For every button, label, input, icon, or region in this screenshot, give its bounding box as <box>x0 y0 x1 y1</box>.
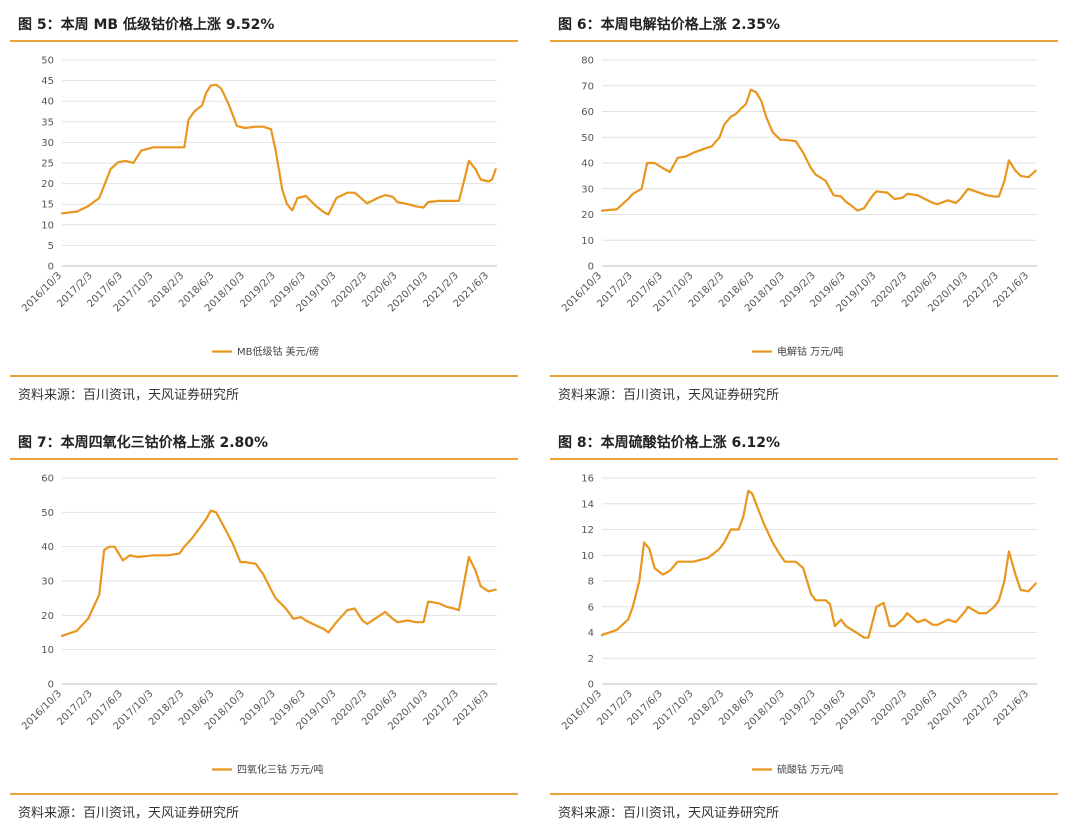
y-tick-label: 0 <box>48 262 54 273</box>
y-tick-label: 50 <box>41 508 54 519</box>
y-tick-label: 2 <box>588 654 594 665</box>
y-tick-label: 4 <box>588 628 594 639</box>
legend-label: 四氧化三钴 万元/吨 <box>237 763 324 776</box>
legend-label: 电解钴 万元/吨 <box>777 345 844 358</box>
series-line <box>60 83 497 216</box>
title-rule <box>550 458 1058 460</box>
line-chart-cobalt-tetroxide: 01020304050602016/10/32017/2/32017/6/320… <box>20 474 497 776</box>
title-rule <box>550 40 1058 42</box>
source-rule <box>550 375 1058 377</box>
x-tick-label: 2016/10/3 <box>20 270 64 314</box>
y-tick-label: 40 <box>41 542 54 553</box>
y-tick-label: 30 <box>41 138 54 149</box>
y-tick-label: 16 <box>581 474 594 485</box>
y-tick-label: 40 <box>41 97 54 108</box>
source-note: 资料来源：百川资讯，天风证券研究所 <box>18 388 240 403</box>
chart-title: 图 8：本周硫酸钴价格上涨 6.12% <box>558 435 781 451</box>
y-tick-label: 0 <box>48 680 54 691</box>
y-tick-label: 10 <box>41 220 54 231</box>
x-tick-label: 2016/10/3 <box>560 270 604 314</box>
chart-panel-fig6: 图 6：本周电解钴价格上涨 2.35% 0 10 20 30 40 50 60 70 80 201… <box>540 0 1060 415</box>
y-tick-label: 60 <box>41 474 54 485</box>
y-tick-label: 0 <box>588 262 594 273</box>
source-note: 资料来源：百川资讯，天风证券研究所 <box>18 806 240 821</box>
y-tick-label: 20 <box>581 210 594 221</box>
y-tick-label: 14 <box>581 499 594 510</box>
y-tick-label: 20 <box>41 179 54 190</box>
y-tick-label: 35 <box>41 117 54 128</box>
y-tick-label: 60 <box>581 107 594 118</box>
title-rule <box>10 458 518 460</box>
source-note: 资料来源：百川资讯，天风证券研究所 <box>558 806 780 821</box>
series-line <box>600 88 1037 212</box>
source-rule <box>10 793 518 795</box>
chart-title: 图 6：本周电解钴价格上涨 2.35% <box>558 17 781 33</box>
y-tick-label: 12 <box>581 525 594 536</box>
line-chart-mb-cobalt: 051015202530354045502016/10/32017/2/3201… <box>20 56 497 358</box>
line-chart-electrolytic-cobalt: 010203040506070802016/10/32017/2/32017/6… <box>560 56 1037 358</box>
y-tick-label: 10 <box>581 236 594 247</box>
y-tick-label: 6 <box>588 602 594 613</box>
y-tick-label: 80 <box>581 56 594 67</box>
y-tick-label: 0 <box>588 680 594 691</box>
source-rule <box>550 793 1058 795</box>
y-tick-label: 50 <box>581 133 594 144</box>
chart-panel-fig7: 图 7：本周四氧化三钴价格上涨 2.80% 0 10 20 30 40 50 60 2016/… <box>0 418 520 833</box>
y-tick-label: 45 <box>41 76 54 87</box>
chart-title: 图 7：本周四氧化三钴价格上涨 2.80% <box>18 435 269 451</box>
chart-title: 图 5：本周 MB 低级钴价格上涨 9.52% <box>18 17 275 33</box>
y-tick-label: 5 <box>48 241 54 252</box>
source-rule <box>10 375 518 377</box>
chart-panel-fig5: 图 5：本周 MB 低级钴价格上涨 9.52% 0 5 10 15 20 25 30 35 40… <box>0 0 520 415</box>
legend-label: 硫酸钴 万元/吨 <box>777 763 844 776</box>
legend-label: MB低级钴 美元/磅 <box>237 345 319 358</box>
y-tick-label: 70 <box>581 81 594 92</box>
x-tick-label: 2016/10/3 <box>20 688 64 732</box>
y-tick-label: 25 <box>41 159 54 170</box>
y-tick-label: 30 <box>41 577 54 588</box>
source-note: 资料来源：百川资讯，天风证券研究所 <box>558 388 780 403</box>
y-tick-label: 40 <box>581 159 594 170</box>
series-line <box>60 509 497 637</box>
y-tick-label: 8 <box>588 577 594 588</box>
y-tick-label: 50 <box>41 56 54 67</box>
y-tick-label: 10 <box>41 645 54 656</box>
title-rule <box>10 40 518 42</box>
y-tick-label: 30 <box>581 184 594 195</box>
y-tick-label: 15 <box>41 200 54 211</box>
y-tick-label: 20 <box>41 611 54 622</box>
x-tick-label: 2016/10/3 <box>560 688 604 732</box>
y-tick-label: 10 <box>581 551 594 562</box>
series-line <box>600 489 1037 639</box>
line-chart-cobalt-sulfate: 02468101214162016/10/32017/2/32017/6/320… <box>560 474 1037 776</box>
chart-panel-fig8: 图 8：本周硫酸钴价格上涨 6.12% 0 2 4 6 8 10 12 14 16 2016/10… <box>540 418 1060 833</box>
